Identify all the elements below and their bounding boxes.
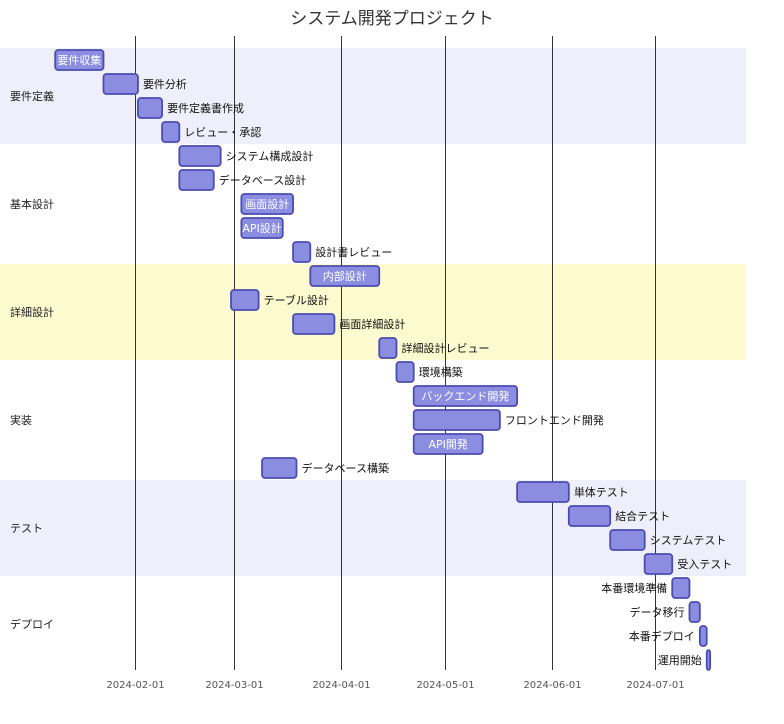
task-bar: [178, 169, 215, 191]
task-bar: [261, 457, 298, 479]
task-bar: [395, 361, 415, 383]
task-label: データ移行: [629, 605, 684, 619]
task-bar: [609, 529, 646, 551]
task-bar: [292, 241, 312, 263]
chart-title: システム開発プロジェクト: [290, 9, 494, 29]
task-bar: [671, 577, 691, 599]
section-bands: [0, 48, 746, 672]
task-bar: [412, 433, 484, 455]
task-label: 結合テスト: [615, 509, 670, 523]
task-bars: [54, 49, 712, 671]
task-label: 設計書レビュー: [315, 245, 392, 259]
section-label: 実装: [10, 413, 32, 427]
task-bar: [567, 505, 612, 527]
task-label: 運用開始: [658, 653, 702, 667]
task-label: システム構成設計: [226, 149, 314, 163]
task-bar: [516, 481, 570, 503]
section-label: デプロイ: [10, 617, 54, 631]
section-label: 詳細設計: [10, 305, 54, 319]
task-label: 画面設計: [245, 197, 289, 211]
task-label: システムテスト: [650, 534, 727, 547]
task-bar: [240, 193, 294, 215]
task-bar: [161, 121, 181, 143]
task-label: 本番デプロイ: [629, 629, 695, 643]
task-label: 要件収集: [57, 53, 101, 67]
task-label: 詳細設計レビュー: [401, 341, 489, 355]
x-tick-label: 2024-07-01: [626, 680, 684, 691]
task-label: 受入テスト: [677, 558, 732, 571]
task-bar: [378, 337, 398, 359]
task-bar: [412, 385, 519, 407]
task-label: 本番環境準備: [601, 581, 667, 595]
task-bar: [240, 217, 284, 239]
task-label: データベース設計: [219, 173, 306, 187]
task-label: データベース構築: [302, 461, 389, 475]
section-band: [0, 576, 746, 672]
x-tick-label: 2024-05-01: [416, 680, 474, 691]
x-tick-label: 2024-06-01: [523, 680, 581, 691]
task-labels: 要件収集要件分析要件定義書作成レビュー・承認システム構成設計データベース設計画面…: [57, 53, 732, 667]
x-axis: 2024-02-01 2024-03-01 2024-04-01 2024-05-01…: [106, 680, 684, 691]
task-bar: [292, 313, 336, 335]
section-label: 要件定義: [10, 89, 54, 103]
grid-lines: [135, 36, 656, 670]
section-band: [0, 144, 746, 264]
section-band: [0, 48, 746, 144]
task-label: 環境構築: [419, 365, 463, 379]
task-bar: [705, 649, 712, 671]
section-label: テスト: [10, 522, 43, 535]
task-label: バックエンド開発: [421, 389, 509, 403]
task-bar: [698, 625, 708, 647]
task-bar: [688, 601, 701, 623]
task-label: テーブル設計: [264, 293, 329, 307]
section-band: [0, 480, 746, 576]
task-label: レビュー・承認: [184, 125, 261, 139]
x-tick-label: 2024-03-01: [205, 680, 263, 691]
task-bar: [178, 145, 222, 167]
task-bar: [230, 289, 260, 311]
task-bar: [54, 49, 105, 71]
x-tick-label: 2024-02-01: [106, 680, 164, 691]
section-band: [0, 360, 746, 480]
section-label: 基本設計: [10, 197, 54, 211]
task-label: 要件定義書作成: [167, 101, 244, 115]
task-label: 要件分析: [143, 77, 187, 91]
task-bar: [137, 97, 163, 119]
task-label: 単体テスト: [574, 485, 629, 499]
task-label: 内部設計: [323, 269, 367, 283]
task-bar: [643, 553, 674, 575]
task-bar: [309, 265, 381, 287]
task-bar: [412, 409, 501, 431]
task-bar: [102, 73, 139, 95]
task-label: フロントエンド開発: [505, 413, 604, 427]
task-label: API開発: [428, 437, 467, 451]
task-label: API設計: [242, 221, 281, 235]
x-tick-label: 2024-04-01: [312, 680, 370, 691]
task-label: 画面詳細設計: [339, 317, 405, 331]
